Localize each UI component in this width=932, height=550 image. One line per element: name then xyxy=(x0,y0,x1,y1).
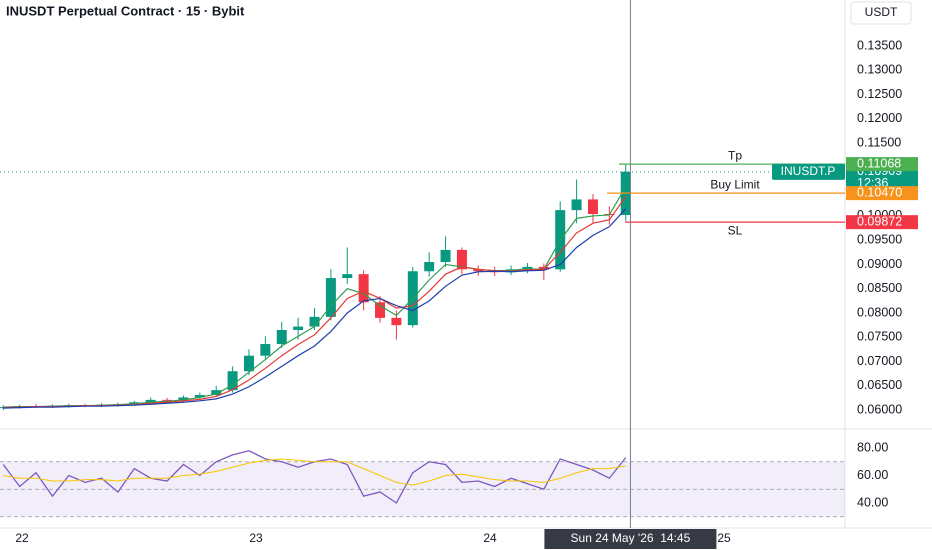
price-tick-label: 0.09500 xyxy=(857,233,902,247)
candle-body xyxy=(309,316,320,327)
order-level-name: Buy Limit xyxy=(710,177,760,191)
price-tick-label: 0.09000 xyxy=(857,257,902,271)
x-tick-label: 23 xyxy=(249,531,263,545)
candle-body xyxy=(571,199,582,211)
candle-body xyxy=(587,199,598,214)
candle-body xyxy=(243,355,254,372)
moving-average-line xyxy=(3,208,627,409)
candle-body xyxy=(522,266,533,270)
order-level-value: 0.11068 xyxy=(857,156,901,170)
price-tick-label: 0.12000 xyxy=(857,111,902,125)
price-tick-label: 0.06000 xyxy=(857,402,902,416)
rsi-tick-label: 40.00 xyxy=(857,495,888,509)
order-level-box xyxy=(846,186,918,201)
price-tick-label: 0.07500 xyxy=(857,330,902,344)
candle-body xyxy=(325,278,336,317)
candle-body xyxy=(145,399,156,403)
candle-body xyxy=(276,329,287,345)
candle-body xyxy=(194,395,205,398)
rsi-ma-line xyxy=(3,458,626,486)
candle-body xyxy=(260,344,271,356)
price-tick-label: 0.13000 xyxy=(857,63,902,77)
moving-average-line xyxy=(3,186,627,408)
order-level-name: Tp xyxy=(728,148,742,162)
candle-body xyxy=(162,399,173,401)
order-level-value: 0.10470 xyxy=(857,185,902,199)
candle-body xyxy=(473,269,484,272)
candle-body xyxy=(342,274,353,279)
x-tick-label: 24 xyxy=(483,531,497,545)
candle-body xyxy=(178,397,189,401)
crosshair-label: Sun 24 May '26 14:45 xyxy=(571,531,691,545)
candle-body xyxy=(227,371,238,391)
price-tick-label: 0.07000 xyxy=(857,354,902,368)
last-price-symbol: INUSDT.P xyxy=(781,164,836,178)
price-tick-label: 0.12500 xyxy=(857,87,902,101)
price-tick-label: 0.08000 xyxy=(857,305,902,319)
moving-average-line xyxy=(3,196,627,409)
order-level-name: SL xyxy=(728,223,743,237)
currency-button[interactable]: USDT xyxy=(865,5,898,19)
candle-body xyxy=(375,302,386,318)
rsi-tick-label: 80.00 xyxy=(857,440,888,454)
x-tick-label: 22 xyxy=(15,531,29,545)
currency-button-box[interactable] xyxy=(850,1,912,25)
x-tick-label: 25 xyxy=(717,531,731,545)
rsi-tick-label: 60.00 xyxy=(857,468,888,482)
candle-body xyxy=(391,317,402,326)
candle-body xyxy=(211,390,222,396)
price-tick-label: 0.13500 xyxy=(857,38,902,52)
order-level-box xyxy=(846,215,918,230)
candle-body xyxy=(293,326,304,330)
price-tick-label: 0.08500 xyxy=(857,281,902,295)
order-level-box xyxy=(846,157,918,172)
last-price-symbol-box xyxy=(772,163,845,180)
crosshair-label-box xyxy=(544,529,717,549)
candle-body xyxy=(456,249,467,270)
order-level-value: 0.09872 xyxy=(857,214,902,228)
chart-title: INUSDT Perpetual Contract · 15 · Bybit xyxy=(6,3,245,18)
candle-body xyxy=(440,249,451,263)
candle-body xyxy=(424,262,435,272)
price-tick-label: 0.06500 xyxy=(857,378,902,392)
price-tick-label: 0.11500 xyxy=(857,135,901,149)
candle-body xyxy=(358,274,369,303)
